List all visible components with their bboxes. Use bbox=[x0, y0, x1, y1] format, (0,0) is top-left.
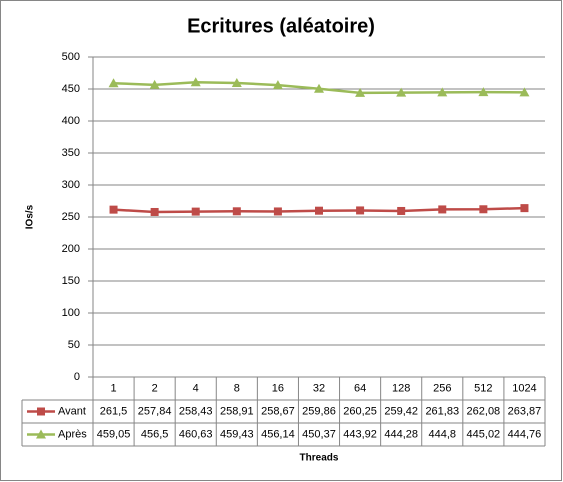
legend-label: Avant bbox=[58, 405, 86, 417]
table-value: 263,87 bbox=[508, 405, 542, 417]
marker bbox=[150, 207, 159, 216]
marker bbox=[272, 80, 283, 90]
y-tick-label: 100 bbox=[62, 307, 80, 319]
x-tick-label: 16 bbox=[272, 382, 284, 394]
table-value: 444,28 bbox=[384, 428, 418, 440]
x-tick-label: 2 bbox=[152, 382, 158, 394]
table-value: 456,14 bbox=[261, 428, 295, 440]
y-tick-label: 350 bbox=[62, 147, 80, 159]
table-value: 459,43 bbox=[220, 428, 254, 440]
table-value: 444,76 bbox=[508, 428, 542, 440]
x-tick-label: 1024 bbox=[512, 382, 536, 394]
marker bbox=[479, 205, 488, 214]
table-value: 258,43 bbox=[179, 405, 213, 417]
marker bbox=[438, 205, 447, 214]
y-tick-label: 300 bbox=[62, 179, 80, 191]
table-value: 459,05 bbox=[97, 428, 131, 440]
marker bbox=[232, 207, 241, 216]
marker bbox=[519, 87, 530, 97]
x-axis-title: Threads bbox=[300, 453, 339, 464]
table-value: 257,84 bbox=[138, 405, 172, 417]
table-value: 258,91 bbox=[220, 405, 254, 417]
x-tick-label: 8 bbox=[234, 382, 240, 394]
marker bbox=[36, 429, 46, 439]
marker bbox=[190, 77, 201, 87]
y-tick-label: 250 bbox=[62, 211, 80, 223]
y-tick-label: 200 bbox=[62, 243, 80, 255]
y-tick-label: 50 bbox=[68, 339, 80, 351]
marker bbox=[273, 207, 282, 216]
marker bbox=[396, 87, 407, 97]
marker bbox=[191, 207, 200, 216]
marker bbox=[355, 87, 366, 97]
y-tick-label: 0 bbox=[74, 371, 80, 383]
table-value: 261,5 bbox=[100, 405, 128, 417]
x-tick-label: 32 bbox=[313, 382, 325, 394]
marker bbox=[315, 206, 323, 215]
table-value: 450,37 bbox=[302, 428, 336, 440]
table-value: 460,63 bbox=[179, 428, 213, 440]
table-value: 262,08 bbox=[467, 405, 501, 417]
marker bbox=[109, 205, 118, 214]
x-tick-label: 512 bbox=[474, 382, 492, 394]
table-value: 260,25 bbox=[343, 405, 377, 417]
y-axis-title: IOs/s bbox=[25, 204, 36, 229]
marker bbox=[108, 78, 119, 88]
marker bbox=[231, 77, 242, 87]
x-tick-label: 64 bbox=[354, 382, 366, 394]
y-tick-label: 150 bbox=[62, 275, 80, 287]
table-value: 456,5 bbox=[141, 428, 169, 440]
y-tick-label: 450 bbox=[62, 83, 80, 95]
legend-label: Après bbox=[58, 428, 87, 440]
x-tick-label: 1 bbox=[110, 382, 116, 394]
marker bbox=[149, 79, 160, 89]
table-value: 259,86 bbox=[302, 405, 336, 417]
x-tick-label: 256 bbox=[433, 382, 451, 394]
table-value: 444,8 bbox=[429, 428, 457, 440]
y-tick-label: 500 bbox=[62, 51, 80, 63]
marker bbox=[520, 204, 529, 213]
x-tick-label: 4 bbox=[193, 382, 199, 394]
marker bbox=[356, 206, 365, 215]
table-value: 261,83 bbox=[425, 405, 459, 417]
table-value: 259,42 bbox=[384, 405, 418, 417]
x-tick-label: 128 bbox=[392, 382, 410, 394]
table-value: 445,02 bbox=[467, 428, 501, 440]
marker bbox=[478, 87, 489, 97]
marker bbox=[437, 87, 448, 97]
chart-title: Ecritures (aléatoire) bbox=[187, 15, 375, 37]
marker bbox=[397, 206, 406, 215]
table-value: 443,92 bbox=[343, 428, 377, 440]
y-tick-label: 400 bbox=[62, 115, 80, 127]
marker bbox=[314, 83, 324, 93]
table-value: 258,67 bbox=[261, 405, 295, 417]
marker bbox=[37, 407, 45, 416]
